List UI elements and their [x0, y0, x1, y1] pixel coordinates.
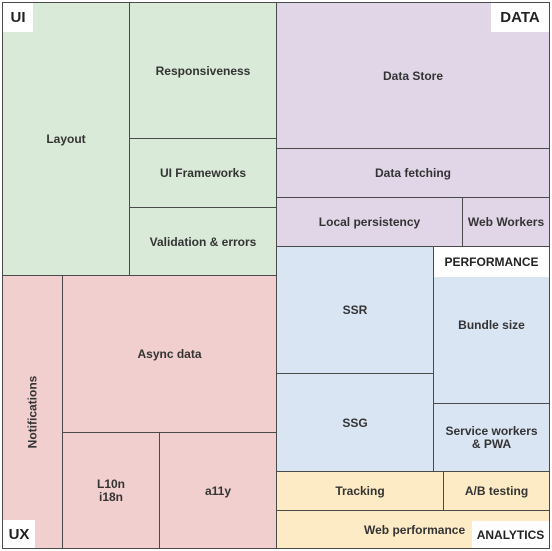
cell-responsiveness: Responsiveness [129, 2, 277, 139]
cell-a11y: a11y [159, 432, 277, 549]
section-tag-ui: UI [3, 3, 33, 32]
cell-a11y-label: a11y [204, 483, 232, 498]
cell-l10n-i18n: L10n i18n [62, 432, 160, 549]
cell-ab-testing-label: A/B testing [464, 484, 529, 498]
cell-local-persistency: Local persistency [276, 197, 463, 247]
cell-data-fetching: Data fetching [276, 148, 550, 198]
cell-tracking-label: Tracking [335, 484, 385, 498]
cell-ssg: SSG [276, 373, 434, 472]
cell-bundle-size-label: Bundle size [458, 318, 525, 332]
cell-data-store-label: Data Store [382, 68, 444, 83]
cell-web-workers: Web Workers [462, 197, 550, 247]
cell-ui-frameworks-label: UI Frameworks [159, 166, 247, 180]
section-tag-performance-label: PERFORMANCE [444, 255, 539, 269]
cell-validation-errors-label: Validation & errors [149, 234, 257, 249]
cell-ab-testing: A/B testing [443, 471, 550, 511]
cell-local-persistency-label: Local persistency [318, 215, 421, 229]
section-tag-analytics-label: ANALYTICS [476, 527, 545, 542]
cell-service-workers-pwa-label: Service workers & PWA [445, 423, 538, 451]
cell-web-performance-label: Web performance [364, 522, 466, 537]
cell-layout-label: Layout [46, 132, 86, 146]
section-tag-analytics: ANALYTICS [472, 521, 549, 548]
section-tag-ux: UX [3, 520, 35, 548]
cell-l10n-i18n-label: L10n i18n [96, 476, 125, 504]
cell-data-fetching-label: Data fetching [374, 166, 451, 180]
section-tag-data: DATA [491, 3, 549, 32]
section-tag-data-label: DATA [500, 9, 540, 26]
section-tag-performance: PERFORMANCE [434, 247, 549, 277]
cell-ssg-label: SSG [342, 415, 368, 430]
cell-validation-errors: Validation & errors [129, 207, 277, 276]
cell-async-data: Async data [62, 275, 277, 433]
cell-tracking: Tracking [276, 471, 444, 511]
cell-responsiveness-label: Responsiveness [155, 63, 251, 78]
cell-service-workers-pwa: Service workers & PWA [433, 403, 550, 472]
cell-notifications: Notifications [2, 275, 63, 549]
cell-ssr-label: SSR [342, 303, 368, 317]
cell-async-data-label: Async data [137, 347, 202, 361]
section-tag-ui-label: UI [10, 9, 26, 26]
cell-layout: Layout [2, 2, 130, 276]
section-tag-ux-label: UX [8, 525, 30, 543]
cell-notifications-label: Notifications [25, 375, 40, 449]
cell-web-workers-label: Web Workers [467, 215, 545, 229]
cell-ui-frameworks: UI Frameworks [129, 138, 277, 208]
cell-ssr: SSR [276, 246, 434, 374]
